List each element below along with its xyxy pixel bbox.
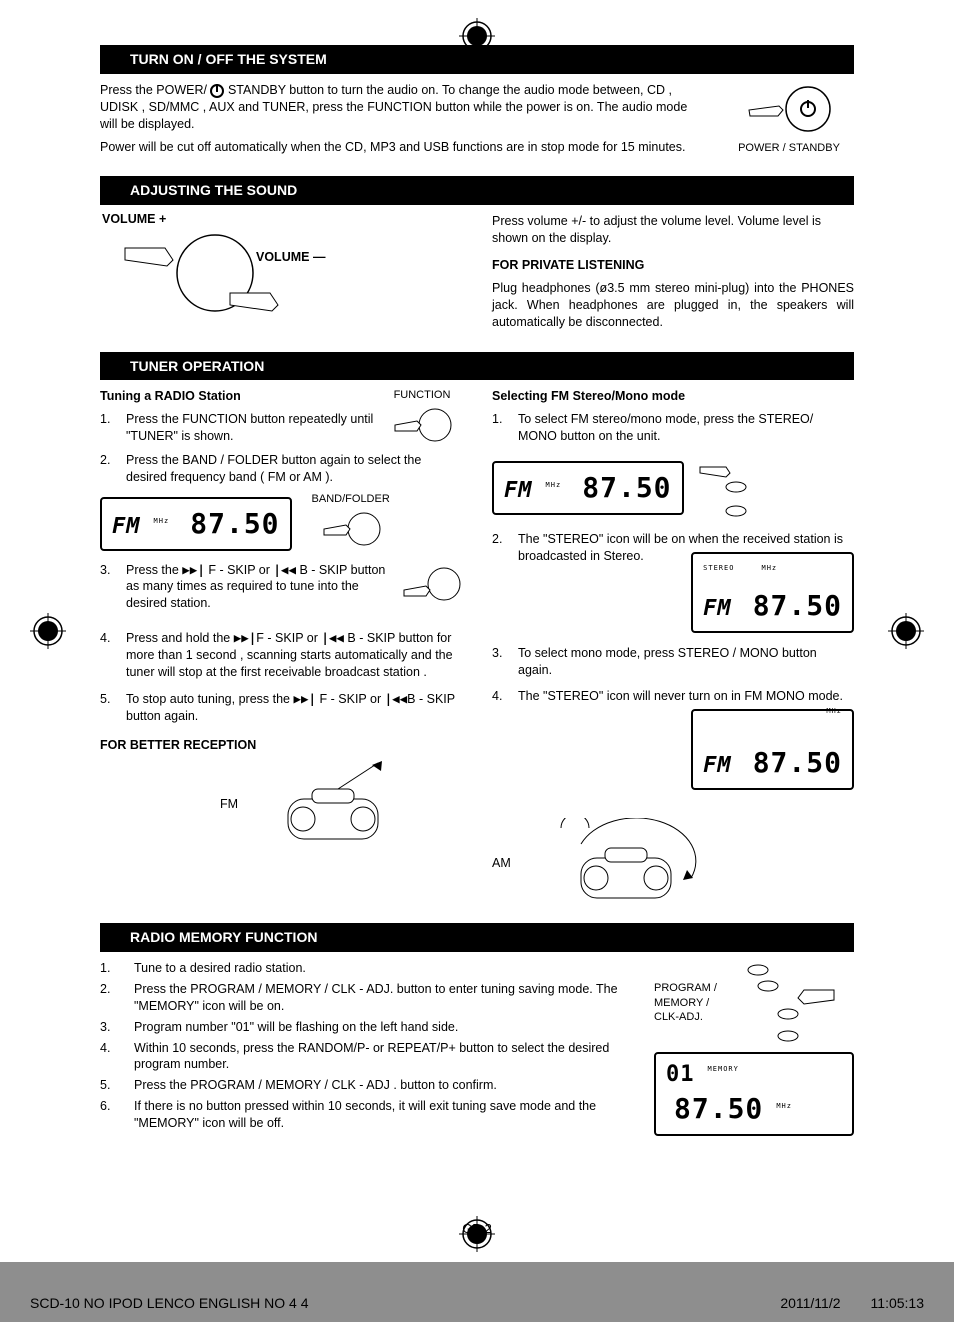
tuner-heading: TUNER OPERATION [100,358,264,374]
skip-forward-icon: ▶▶| [182,562,205,579]
function-label: FUNCTION [382,388,462,403]
fm-radio-icon [258,759,408,849]
mem3-text: Program number "01" will be flashing on … [134,1019,458,1036]
hand-skip-icon-1 [400,562,462,612]
mem-step2: 2.Press the PROGRAM / MEMORY / CLK - ADJ… [100,981,624,1015]
mem-step3: 3.Program number "01" will be flashing o… [100,1019,624,1036]
lcd-fm-mono: MHz FM 87.50 [691,709,854,790]
band-folder-label: BAND/FOLDER [312,492,390,507]
lcd-fm-2: FM MHz 87.50 [492,461,684,515]
skip-back-icon-3: |◀◀ [385,691,408,708]
skip-forward-icon-2: ▶▶| [234,630,257,647]
tuner-right-col: Selecting FM Stereo/Mono mode 1.To selec… [492,388,854,908]
lcd-memory: 01 MEMORY 87.50 MHz [654,1052,854,1135]
tuner-step4: 4. Press and hold the ▶▶|F - SKIP or |◀◀… [100,630,462,681]
am-label: AM [492,855,511,872]
mem1-text: Tune to a desired radio station. [134,960,306,977]
hand-prog-icon [738,960,838,1046]
print-footer-bar: SCD-10 NO IPOD LENCO ENGLISH NO 4 4 2011… [0,1284,954,1322]
mem4-text: Within 10 seconds, press the RANDOM/P- o… [134,1040,624,1074]
hand-press-power-icon [744,82,834,136]
tuner-step2-text: Press the BAND / FOLDER button again to … [126,452,462,486]
section-header-adjusting: ADJUSTING THE SOUND [100,176,854,205]
rstep3-text: To select mono mode, press STEREO / MONO… [518,645,854,679]
page-footer: GB 2 [462,1220,492,1238]
rstep4-text: The "STEREO" icon will never turn on in … [518,689,843,703]
lcd-fm-stereo: STEREO MHz FM 87.50 [691,552,854,633]
mem-step1: 1.Tune to a desired radio station. [100,960,624,977]
skip-back-icon: |◀◀ [273,562,296,579]
hand-function-icon [391,403,453,447]
adjusting-row: VOLUME + VOLUME — Press volume +/- to ad… [100,213,854,336]
mem-step6: 6.If there is no button pressed within 1… [100,1098,624,1132]
turn-on-text-a: Press the POWER/ [100,83,210,97]
section-header-memory: RADIO MEMORY FUNCTION [100,923,854,952]
hand-band-icon [320,507,382,551]
stereo-heading: Selecting FM Stereo/Mono mode [492,388,854,405]
rstep2: 2. The "STEREO" icon will be on when the… [492,531,854,633]
crop-mark-left-icon [30,613,66,649]
turn-on-heading: TURN ON / OFF THE SYSTEM [100,51,327,67]
tuner-step1: 1.Press the FUNCTION button repeatedly u… [100,411,382,445]
tuner-step5-text: To stop auto tuning, press the ▶▶| F - S… [126,691,462,725]
mem-step4: 4.Within 10 seconds, press the RANDOM/P-… [100,1040,624,1074]
turn-on-text2: Power will be cut off automatically when… [100,139,694,156]
tuner-step2: 2.Press the BAND / FOLDER button again t… [100,452,462,486]
memory-heading: RADIO MEMORY FUNCTION [100,929,317,945]
tuning-heading: Tuning a RADIO Station [100,388,382,405]
fm-label: FM [220,796,238,813]
skip-forward-icon-3: ▶▶| [293,691,316,708]
tuner-step1-text: Press the FUNCTION button repeatedly unt… [126,411,382,445]
section-header-tuner: TUNER OPERATION [100,352,854,381]
adjust-text: Press volume +/- to adjust the volume le… [492,213,854,247]
lcd-fm-1: FM MHz 87.50 [100,497,292,551]
tuner-step3: 3. Press the ▶▶| F - SKIP or |◀◀ B - SKI… [100,562,400,613]
memory-row: 1.Tune to a desired radio station. 2.Pre… [100,960,854,1136]
volume-minus-label: VOLUME — [256,249,325,266]
turn-on-text: Press the POWER/ STANDBY button to turn … [100,82,694,133]
private-heading: FOR PRIVATE LISTENING [492,257,854,274]
adjusting-heading: ADJUSTING THE SOUND [100,182,297,198]
turn-on-row: Press the POWER/ STANDBY button to turn … [100,82,854,162]
tuner-step4-text: Press and hold the ▶▶|F - SKIP or |◀◀ B … [126,630,462,681]
mem-step5: 5.Press the PROGRAM / MEMORY / CLK - ADJ… [100,1077,624,1094]
rstep1-text: To select FM stereo/mono mode, press the… [518,411,854,445]
skip-back-icon-2: |◀◀ [321,630,344,647]
crop-mark-top-icon [459,18,495,54]
page-content: TURN ON / OFF THE SYSTEM Press the POWER… [0,0,954,1262]
tuner-left-col: Tuning a RADIO Station 1.Press the FUNCT… [100,388,462,908]
tuner-step5: 5. To stop auto tuning, press the ▶▶| F … [100,691,462,725]
rstep3: 3.To select mono mode, press STEREO / MO… [492,645,854,679]
mem5-text: Press the PROGRAM / MEMORY / CLK - ADJ .… [134,1077,497,1094]
reception-heading: FOR BETTER RECEPTION [100,737,462,754]
hand-stereo-icon [696,453,766,523]
print-job-name: SCD-10 NO IPOD LENCO ENGLISH NO 4 4 [30,1294,780,1313]
power-standby-caption: POWER / STANDBY [724,141,854,156]
private-text: Plug headphones (ø3.5 mm stereo mini-plu… [492,280,854,331]
print-time: 11:05:13 [871,1294,924,1313]
power-icon [210,84,224,98]
rstep4: 4. The "STEREO" icon will never turn on … [492,688,854,790]
crop-mark-right-icon [888,613,924,649]
tuner-step3-text: Press the ▶▶| F - SKIP or |◀◀ B - SKIP b… [126,562,400,613]
volume-plus-label: VOLUME + [102,211,166,228]
tuner-row: Tuning a RADIO Station 1.Press the FUNCT… [100,388,854,908]
volume-dial-icon [100,213,330,323]
program-label: PROGRAM / MEMORY / CLK-ADJ. [654,981,732,1026]
mem6-text: If there is no button pressed within 10 … [134,1098,624,1132]
print-date: 2011/11/2 [780,1294,840,1313]
rstep1: 1.To select FM stereo/mono mode, press t… [492,411,854,445]
mem2-text: Press the PROGRAM / MEMORY / CLK - ADJ. … [134,981,624,1015]
am-radio-icon [531,818,731,908]
